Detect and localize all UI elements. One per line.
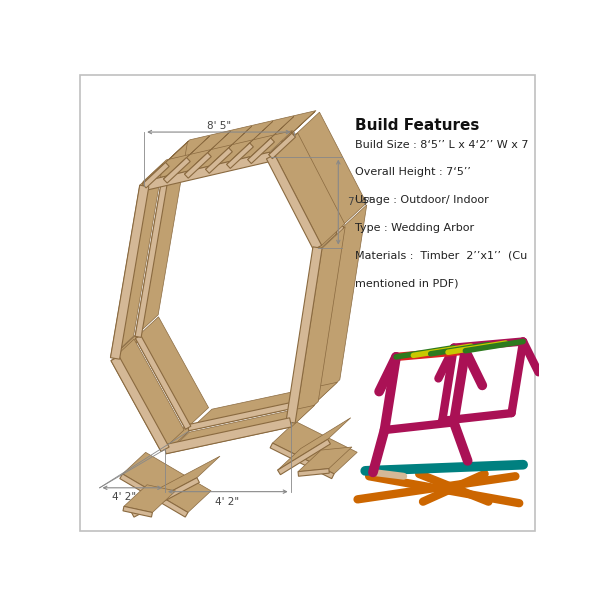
Polygon shape <box>166 406 314 454</box>
Text: Build Features: Build Features <box>355 118 479 133</box>
Polygon shape <box>135 142 187 337</box>
Polygon shape <box>111 339 184 452</box>
Polygon shape <box>298 469 329 476</box>
Polygon shape <box>189 382 337 431</box>
Polygon shape <box>286 247 322 423</box>
Polygon shape <box>266 155 322 250</box>
Polygon shape <box>206 126 252 169</box>
Polygon shape <box>164 418 292 454</box>
Polygon shape <box>296 112 367 224</box>
Polygon shape <box>142 141 188 184</box>
Polygon shape <box>131 456 220 512</box>
Polygon shape <box>248 116 294 160</box>
Polygon shape <box>227 143 253 169</box>
Polygon shape <box>135 164 170 337</box>
Text: Materials :  Timber  2’’x1’’  (Cu: Materials : Timber 2’’x1’’ (Cu <box>355 251 527 260</box>
Polygon shape <box>122 452 211 512</box>
Polygon shape <box>227 121 273 164</box>
Polygon shape <box>143 152 272 190</box>
Text: Overall Height : 7‘5’’: Overall Height : 7‘5’’ <box>355 167 471 178</box>
Polygon shape <box>272 421 357 474</box>
Polygon shape <box>123 506 152 517</box>
Text: 7' 4": 7' 4" <box>347 197 371 207</box>
Text: Build Size : 8‘5’’ L x 4‘2’’ W x 7: Build Size : 8‘5’’ L x 4‘2’’ W x 7 <box>355 140 529 150</box>
Polygon shape <box>136 335 191 429</box>
Polygon shape <box>120 474 188 517</box>
Polygon shape <box>110 185 149 359</box>
Polygon shape <box>110 164 163 358</box>
Polygon shape <box>268 133 296 159</box>
Polygon shape <box>167 110 316 161</box>
Polygon shape <box>167 132 295 167</box>
Polygon shape <box>188 398 314 431</box>
Polygon shape <box>316 224 343 250</box>
Polygon shape <box>111 356 169 452</box>
Polygon shape <box>124 485 176 512</box>
Polygon shape <box>311 226 344 401</box>
Polygon shape <box>163 425 190 452</box>
Polygon shape <box>278 418 351 470</box>
Polygon shape <box>142 163 169 188</box>
Polygon shape <box>143 131 293 181</box>
Polygon shape <box>136 317 209 429</box>
Text: Usage : Outdoor/ Indoor: Usage : Outdoor/ Indoor <box>355 195 489 205</box>
Polygon shape <box>270 443 334 479</box>
Polygon shape <box>295 227 345 423</box>
Polygon shape <box>142 162 169 188</box>
Polygon shape <box>278 439 331 475</box>
Polygon shape <box>298 447 352 472</box>
Polygon shape <box>291 134 343 227</box>
Polygon shape <box>248 138 274 164</box>
Polygon shape <box>317 205 367 401</box>
Text: mentioned in PDF): mentioned in PDF) <box>355 278 459 289</box>
Text: 8' 5": 8' 5" <box>207 121 231 131</box>
Polygon shape <box>269 133 295 158</box>
Text: 4' 2": 4' 2" <box>215 497 239 506</box>
Polygon shape <box>163 136 209 179</box>
Text: Type : Wedding Arbor: Type : Wedding Arbor <box>355 223 475 233</box>
Polygon shape <box>289 398 316 425</box>
Polygon shape <box>163 158 190 183</box>
Polygon shape <box>113 335 140 361</box>
Polygon shape <box>269 112 315 155</box>
Polygon shape <box>185 131 231 174</box>
Polygon shape <box>275 133 345 245</box>
Polygon shape <box>131 478 199 517</box>
Text: 4' 2": 4' 2" <box>112 492 136 502</box>
Polygon shape <box>206 148 232 173</box>
Polygon shape <box>185 152 211 178</box>
